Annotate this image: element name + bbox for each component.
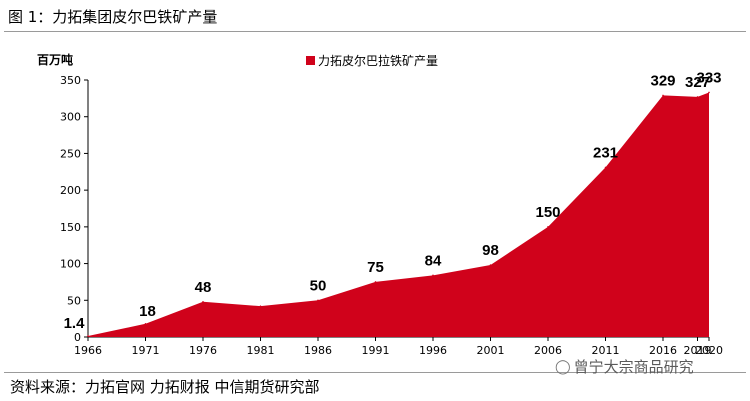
area-data-point (604, 166, 607, 169)
source-divider (4, 372, 746, 373)
y-tick-label: 350 (60, 74, 81, 87)
area-series-fill (88, 92, 709, 338)
data-label: 98 (482, 242, 499, 259)
data-label: 329 (650, 72, 675, 89)
chart-plot-area (87, 91, 710, 338)
x-tick-label: 2020 (695, 344, 723, 357)
y-tick-label: 300 (60, 111, 81, 124)
area-data-point (662, 94, 664, 97)
figure-title: 图 1：力拓集团皮尔巴铁矿产量 (8, 8, 218, 26)
wechat-icon: ◯ (555, 358, 571, 375)
x-tick-label: 1976 (189, 344, 217, 357)
x-tick-label: 2006 (534, 344, 562, 357)
data-label: 333 (696, 69, 721, 86)
chart-axes: 0 50 100 150 200 250 300 350 1966 1971 1976 1981 198… (60, 74, 723, 357)
x-tick-label: 1996 (419, 344, 447, 357)
data-label: 150 (535, 204, 560, 221)
area-data-point (547, 226, 549, 228)
y-tick-label: 0 (74, 331, 81, 344)
watermark-text: 曾宁大宗商品研究 (573, 358, 694, 376)
x-tick-label: 1971 (132, 344, 160, 357)
x-tick-label: 1966 (74, 344, 102, 357)
area-data-point (202, 300, 204, 303)
x-tick-label: 2016 (649, 344, 677, 357)
x-tick-label: 2011 (592, 344, 620, 357)
data-label: 327 (685, 74, 710, 91)
legend-swatch (306, 56, 315, 65)
legend-label: 力拓皮尔巴拉铁矿产量 (318, 53, 438, 68)
data-label: 50 (310, 277, 327, 294)
area-data-point (317, 299, 319, 302)
data-label: 84 (425, 252, 442, 269)
data-label: 48 (195, 279, 212, 296)
area-data-point (696, 96, 699, 98)
x-tick-label: 2019 (684, 344, 712, 357)
area-data-point (489, 264, 492, 266)
area-data-point (432, 274, 434, 277)
area-data-point (87, 335, 89, 337)
y-tick-label: 100 (60, 258, 81, 271)
area-data-point (259, 305, 262, 307)
y-tick-label: 200 (60, 184, 81, 197)
data-label: 1.4 (64, 315, 86, 332)
area-data-point (374, 281, 377, 283)
y-tick-label: 50 (67, 294, 81, 307)
area-chart: 0 50 100 150 200 250 300 350 1966 1971 1976 1981 198… (37, 52, 723, 357)
x-tick-label: 2001 (477, 344, 505, 357)
y-tick-label: 150 (60, 221, 81, 234)
data-label: 18 (139, 303, 156, 320)
source-note: 资料来源：力拓官网 力拓财报 中信期货研究部 (10, 378, 320, 396)
x-tick-label: 1981 (247, 344, 275, 357)
area-data-point (708, 91, 710, 94)
y-axis-unit-label: 百万吨 (37, 52, 73, 67)
watermark: ◯ 曾宁大宗商品研究 (555, 356, 694, 377)
area-data-point (144, 322, 147, 325)
data-label: 231 (593, 144, 618, 161)
x-tick-label: 1986 (304, 344, 332, 357)
chart-legend: 力拓皮尔巴拉铁矿产量 (306, 53, 438, 68)
data-label: 75 (367, 259, 384, 276)
y-tick-label: 250 (60, 147, 81, 160)
title-divider (4, 31, 746, 32)
x-tick-label: 1991 (362, 344, 390, 357)
